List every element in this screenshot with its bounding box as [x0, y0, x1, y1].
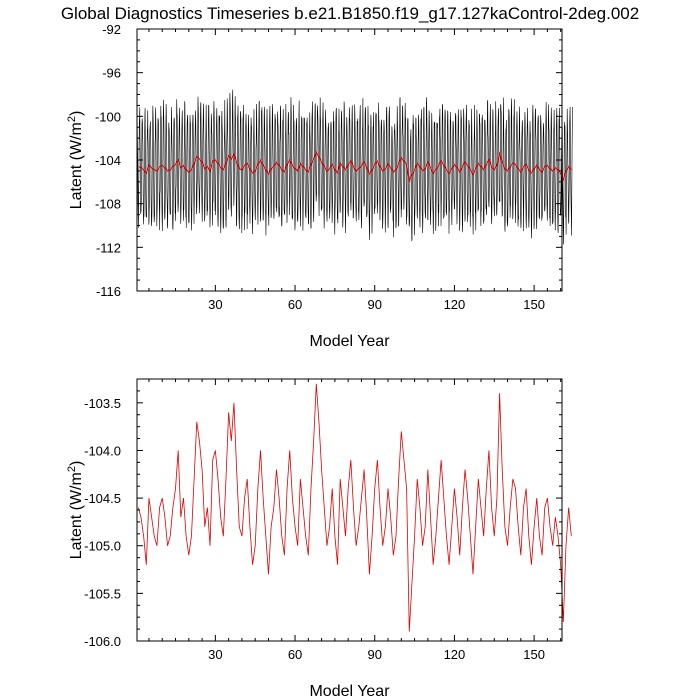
y-tick-label: -104: [95, 153, 121, 168]
y-tick-label: -103.5: [84, 396, 121, 411]
y-axis-label: Latent (W/m2): [66, 461, 85, 560]
top-panel: 30 60 90 120 150 -116 -112 -108 -104 -100 -96 -92 Mo…: [66, 22, 573, 350]
x-axis-label: Model Year: [309, 333, 390, 350]
annual-mean-line: [138, 151, 572, 183]
y-tick-label: -105.0: [84, 539, 121, 554]
x-tick-label: 30: [208, 647, 222, 662]
monthly-series-line: [136, 89, 573, 245]
y-tick-label: -96: [102, 66, 121, 81]
y-tick-label: -105.5: [84, 586, 121, 601]
y-axis-label: Latent (W/m2): [66, 111, 85, 210]
x-tick-label: 90: [368, 297, 382, 312]
x-tick-label: 150: [523, 647, 545, 662]
x-tick-label: 120: [444, 647, 466, 662]
y-tick-label: -116: [96, 284, 121, 299]
y-tick-label: -108: [95, 197, 121, 212]
y-tick-label: -92: [102, 22, 121, 37]
bottom-panel: 30 60 90 120 150 -106.0 -105.5 -105.0 -104.5 -104…: [66, 378, 572, 700]
annual-mean-line: [137, 383, 572, 632]
x-axis-label: Model Year: [309, 683, 390, 700]
x-tick-label: 30: [208, 297, 222, 312]
chart-title: Global Diagnostics Timeseries b.e21.B185…: [61, 4, 639, 23]
x-tick-label: 150: [523, 297, 545, 312]
y-tick-label: -104.5: [84, 491, 121, 506]
y-tick-label: -112: [96, 240, 121, 255]
x-tick-label: 60: [288, 647, 302, 662]
x-tick-label: 60: [288, 297, 302, 312]
plot-frame: [136, 378, 563, 642]
x-tick-label: 120: [444, 297, 466, 312]
y-tick-label: -106.0: [84, 634, 121, 649]
y-tick-label: -104.0: [84, 443, 121, 458]
y-tick-label: -100: [95, 109, 121, 124]
x-tick-label: 90: [368, 647, 382, 662]
